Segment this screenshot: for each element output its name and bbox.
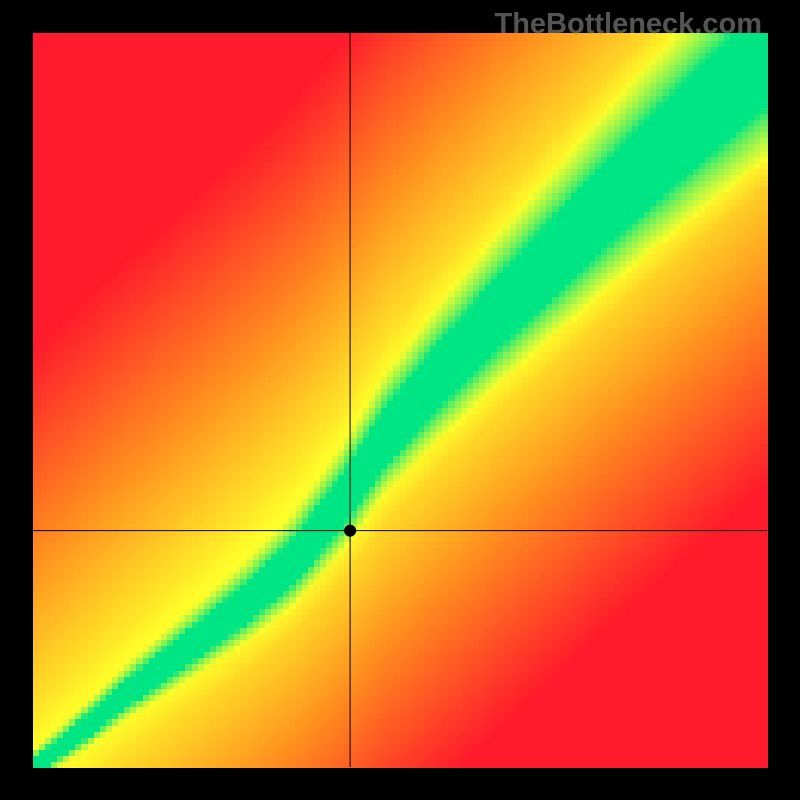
overlay-layer: [0, 0, 800, 800]
bottleneck-marker: [344, 525, 356, 537]
chart-container: TheBottleneck.com: [0, 0, 800, 800]
site-title: TheBottleneck.com: [495, 8, 763, 41]
